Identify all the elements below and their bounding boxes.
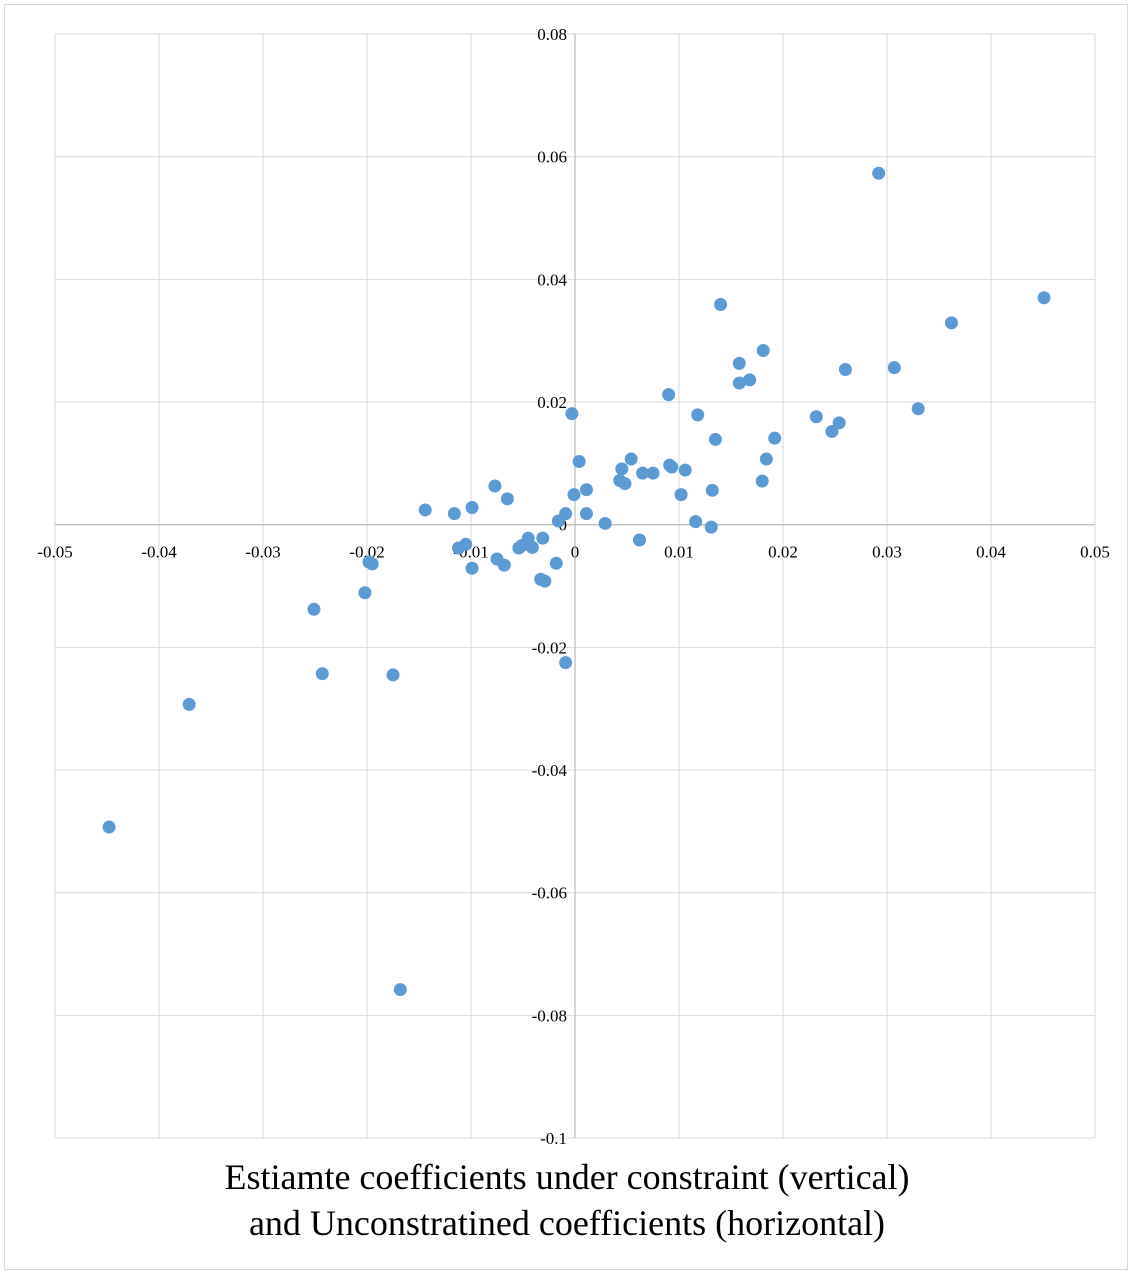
data-point [872, 166, 886, 180]
y-tick-label: 0.02 [537, 393, 567, 412]
data-point [618, 477, 632, 491]
chart-frame [4, 4, 1128, 1270]
data-point [708, 432, 722, 446]
axes [55, 34, 1095, 1138]
data-point [944, 316, 958, 330]
data-point [598, 516, 612, 530]
data-point [759, 452, 773, 466]
caption-line-2: and Unconstratined coefficients (horizon… [248, 1203, 886, 1243]
x-tick-label: -0.05 [37, 543, 72, 562]
data-point [615, 462, 629, 476]
data-point [386, 668, 400, 682]
data-point [732, 376, 746, 390]
data-point [567, 488, 581, 502]
data-point [714, 297, 728, 311]
y-tick-label: -0.04 [532, 761, 568, 780]
data-point [756, 343, 770, 357]
data-point [418, 503, 432, 517]
data-point [579, 483, 593, 497]
y-tick-label: -0.02 [532, 638, 567, 657]
data-point [500, 492, 514, 506]
data-point [365, 557, 379, 571]
data-point [536, 531, 550, 545]
data-point [662, 388, 676, 402]
data-point [447, 507, 461, 521]
data-point [1037, 291, 1051, 305]
data-point [315, 667, 329, 681]
data-point [809, 410, 823, 424]
data-point [465, 561, 479, 575]
data-points [102, 166, 1051, 997]
data-point [358, 586, 372, 600]
data-point [624, 452, 638, 466]
x-tick-label: 0.01 [664, 543, 694, 562]
data-point [636, 466, 650, 480]
data-point [549, 556, 563, 570]
x-tick-label: -0.03 [245, 543, 280, 562]
chart-caption: Estiamte coefficients under constraint (… [0, 1154, 1134, 1246]
data-point [832, 416, 846, 430]
data-point [572, 454, 586, 468]
data-point [838, 362, 852, 376]
data-point [393, 983, 407, 997]
data-point [665, 460, 679, 474]
data-point [704, 520, 718, 534]
data-point [755, 474, 769, 488]
data-point [525, 540, 539, 554]
data-point [559, 507, 573, 521]
data-point [182, 697, 196, 711]
data-point [465, 500, 479, 514]
data-point [768, 431, 782, 445]
data-point [887, 361, 901, 375]
data-point [678, 463, 692, 477]
data-point [565, 407, 579, 421]
data-point [632, 533, 646, 547]
data-point [538, 574, 552, 588]
y-tick-label: -0.1 [540, 1129, 567, 1148]
data-point [705, 483, 719, 497]
data-point [743, 373, 757, 387]
x-tick-label: 0.03 [872, 543, 902, 562]
data-point [307, 602, 321, 616]
y-tick-label: 0.04 [537, 270, 567, 289]
data-point [497, 558, 511, 572]
data-point [674, 488, 688, 502]
scatter-chart: -0.05 -0.04 -0.03 -0.02 -0.01 0 0.01 0.02 0.03 0.… [37, 25, 1110, 1148]
x-tick-label: 0 [571, 543, 580, 562]
y-tick-label: -0.06 [532, 884, 567, 903]
tick-labels: -0.05 -0.04 -0.03 -0.02 -0.01 0 0.01 0.02 0.03 0.… [37, 25, 1110, 1148]
y-tick-label: -0.08 [532, 1006, 567, 1025]
x-tick-label: 0.02 [768, 543, 798, 562]
data-point [559, 656, 573, 670]
data-point [459, 537, 473, 551]
data-point [646, 466, 660, 480]
data-point [732, 356, 746, 370]
y-tick-label: 0.08 [537, 25, 567, 44]
data-point [579, 507, 593, 521]
data-point [825, 424, 839, 438]
x-tick-label: -0.04 [141, 543, 177, 562]
x-tick-label: 0.05 [1080, 543, 1110, 562]
x-tick-label: 0.04 [976, 543, 1006, 562]
x-tick-label: -0.02 [349, 543, 384, 562]
data-point [911, 402, 925, 416]
data-point [488, 479, 502, 493]
y-tick-label: 0.06 [537, 148, 567, 167]
data-point [691, 408, 705, 422]
data-point [689, 515, 703, 529]
caption-line-1: Estiamte coefficients under constraint (… [224, 1157, 910, 1197]
data-point [102, 820, 116, 834]
